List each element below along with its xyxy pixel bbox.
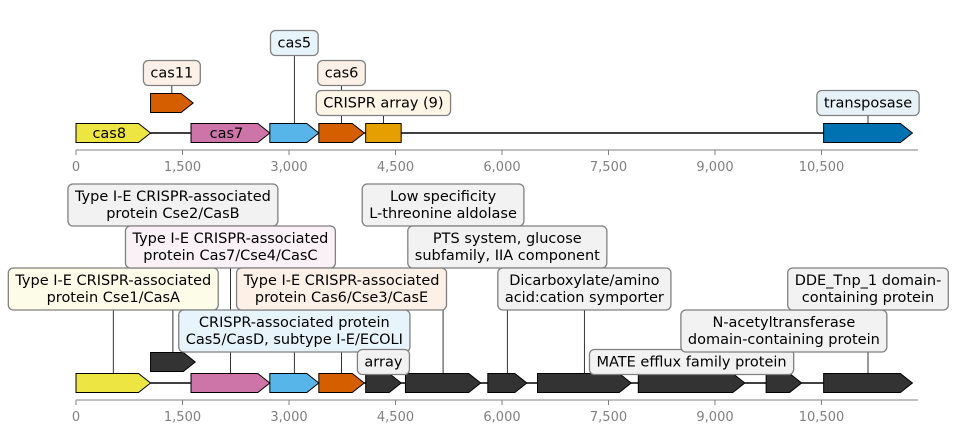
x-tick-label: 4,500 [377, 410, 414, 425]
x-tick-label: 3,000 [270, 410, 307, 425]
gene-arrow [823, 123, 914, 143]
gene-label: cas5 [278, 36, 312, 52]
gene-label: Dicarboxylate/amino acid:cation symporter [505, 273, 664, 306]
gene-label-box [142, 59, 201, 87]
x-tick-label: 10,500 [799, 410, 845, 425]
gene-label: Type I-E CRISPR-associated protein Cas6/C… [243, 273, 440, 306]
gene-arrow [269, 123, 320, 143]
gene-arrow [404, 373, 482, 393]
x-tick-label: 7,500 [590, 160, 627, 175]
gene-arrow [75, 123, 152, 143]
gene-arrow [150, 352, 197, 372]
gene-arrow [190, 123, 271, 143]
gene-label: cas8 [92, 126, 126, 142]
gene-label-box [816, 89, 920, 117]
x-tick-label: 3,000 [270, 160, 307, 175]
gene-label-box [317, 59, 367, 87]
gene-arrow [487, 373, 528, 393]
gene-label-box [7, 267, 219, 311]
gene-arrow [269, 373, 320, 393]
x-tick-label: 1,500 [164, 160, 201, 175]
x-tick-label: 10,500 [799, 160, 845, 175]
gene-arrow [365, 123, 402, 143]
x-tick-label: 4,500 [377, 160, 414, 175]
gene-track-top: 0 1,500 3,000 4,500 6,000 7,500 9,000 10,500 cas… [72, 29, 920, 175]
gene-label-box [269, 29, 319, 57]
x-tick-label: 6,000 [483, 410, 520, 425]
gene-label: CRISPR array (9) [323, 96, 443, 112]
gene-label-box [124, 225, 337, 269]
gene-arrow [190, 373, 271, 393]
gene-label-box [356, 348, 411, 376]
gene-label: Low specificity L-threonine aldolase [369, 189, 517, 222]
x-tick-label: 0 [72, 410, 80, 425]
gene-arrow [75, 373, 152, 393]
gene-label: MATE efflux family protein [596, 355, 786, 371]
gene-arrow [765, 373, 803, 393]
gene-label: array [364, 355, 402, 371]
x-tick-label: 7,500 [590, 410, 627, 425]
gene-label: N-acetyltransferase domain-containing pro… [688, 315, 880, 348]
gene-label: transposase [824, 96, 912, 112]
gene-label-box [787, 267, 949, 311]
gene-arrow [318, 123, 366, 143]
gene-label: cas6 [325, 66, 359, 82]
gene-arrow [318, 373, 366, 393]
gene-label: DDE_Tnp_1 domain-containing protein [795, 273, 942, 306]
x-tick-label: 9,000 [696, 160, 733, 175]
gene-arrow [365, 373, 402, 393]
x-tick-label: 6,000 [483, 160, 520, 175]
gene-label: PTS system, glucose subfamily, IIA compon… [415, 231, 600, 264]
gene-label: Type I-E CRISPR-associated protein Cse1/C… [14, 273, 211, 306]
gene-label: cas7 [210, 126, 244, 142]
gene-label-box [235, 267, 448, 311]
gene-label: cas11 [150, 66, 193, 82]
gene-arrow [637, 373, 746, 393]
gene-track-bottom: 0 1,500 3,000 4,500 6,000 7,500 9,000 10,500 Typ… [7, 183, 949, 425]
gene-label: CRISPR-associated protein Cas5/CasD, subt… [186, 315, 403, 348]
gene-label-box [497, 267, 672, 311]
gene-label-box [315, 89, 452, 117]
gene-label: Type I-E CRISPR-associated protein Cas7/C… [131, 231, 328, 264]
x-tick-label: 1,500 [164, 410, 201, 425]
gene-label: Type I-E CRISPR-associated protein Cse2/C… [74, 189, 271, 222]
x-tick-label: 0 [72, 160, 80, 175]
gene-label-box [680, 309, 888, 353]
gene-arrow [150, 93, 194, 113]
gene-arrow [537, 373, 633, 393]
gene-arrow [823, 373, 914, 393]
x-tick-label: 9,000 [696, 410, 733, 425]
